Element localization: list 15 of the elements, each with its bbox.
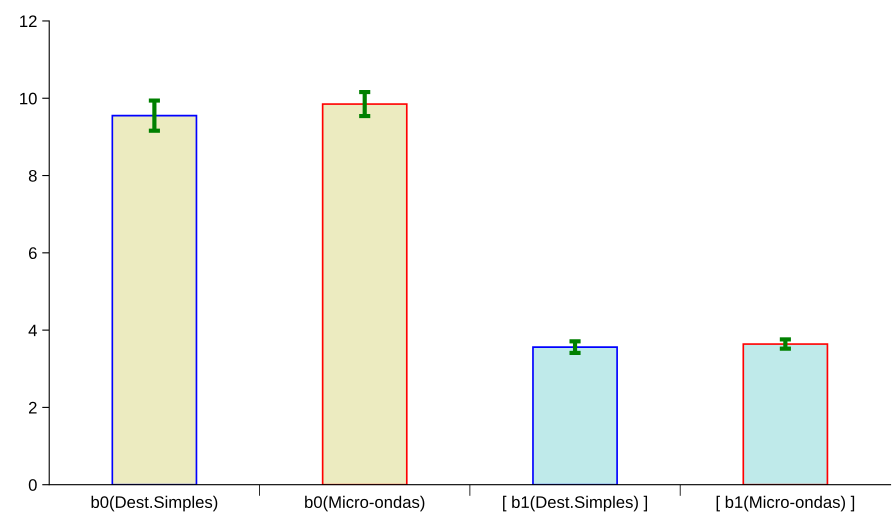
- x-tick-label: b0(Micro-ondas): [305, 496, 424, 512]
- bar: [742, 343, 828, 485]
- bar: [322, 103, 408, 485]
- y-tick-label: 10: [20, 92, 37, 104]
- y-tick-label: 0: [28, 479, 37, 491]
- x-tick-label: [ b1(Dest.Simples) ]: [503, 496, 648, 512]
- y-tick-label: 4: [28, 324, 37, 336]
- y-tick-label: 2: [28, 402, 37, 414]
- y-tick-label: 12: [20, 15, 37, 27]
- x-tick-label: b0(Dest.Simples): [92, 496, 218, 512]
- bar: [532, 346, 618, 485]
- y-tick-label: 8: [28, 170, 37, 182]
- y-tick-label: 6: [29, 247, 37, 260]
- x-tick-label: [ b1(Micro-ondas) ]: [716, 496, 854, 512]
- bar: [111, 114, 198, 485]
